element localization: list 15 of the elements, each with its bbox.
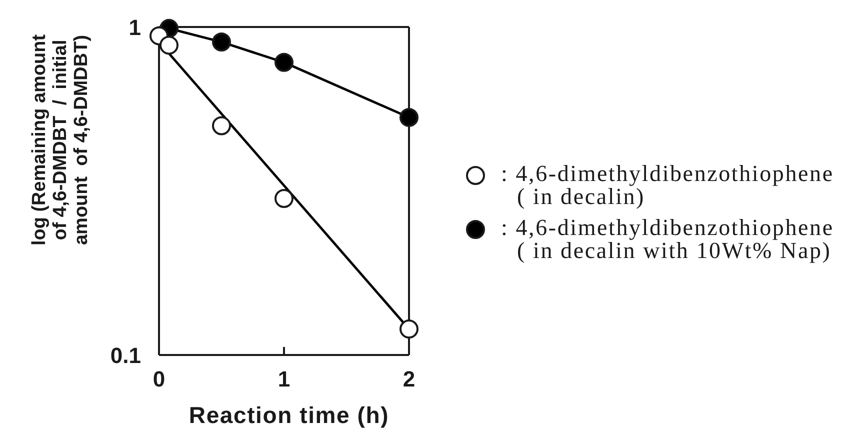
y-axis-title: log (Remaining amount of 4,6-DMDBT / initial amount of 4,6-DMDBT) <box>29 34 92 246</box>
point <box>160 36 178 55</box>
point <box>400 320 418 339</box>
point <box>274 52 294 72</box>
point <box>212 116 231 136</box>
point <box>400 108 418 127</box>
legend-label: : 4,6-dimethyldibenzothiophene ( in decalin with 10Wt% Nap) <box>501 215 834 263</box>
point <box>212 32 231 52</box>
x-axis-title: Reaction time (h) <box>188 402 390 428</box>
x-tick-label: 1 <box>278 366 290 392</box>
y-tick-label: 0.1 <box>110 342 141 368</box>
x-tick-label: 0 <box>152 366 166 392</box>
x-tick-label: 2 <box>402 366 416 392</box>
point <box>274 189 294 208</box>
legend-label: : 4,6-dimethyldibenzothiophene ( in decalin) <box>501 161 834 209</box>
